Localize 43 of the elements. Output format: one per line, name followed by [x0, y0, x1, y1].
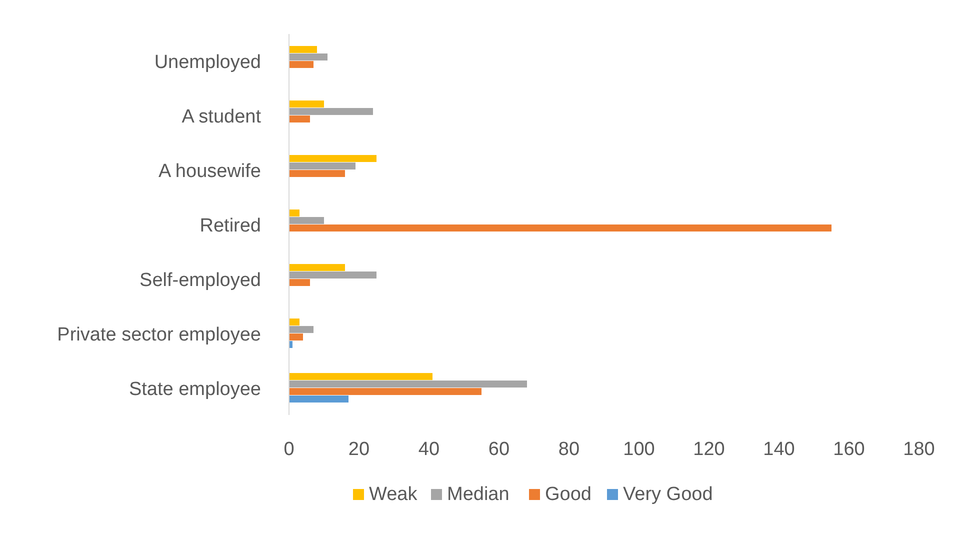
x-tick-label: 100 [623, 439, 655, 460]
bar [289, 279, 310, 286]
x-tick-label: 140 [763, 439, 795, 460]
bar [289, 100, 324, 108]
bar [289, 115, 310, 122]
bar [289, 272, 376, 279]
bar [289, 60, 314, 68]
bar [289, 53, 328, 60]
legend-label: Median [447, 484, 510, 505]
x-tick-label: 40 [418, 439, 440, 460]
y-tick-label: Retired [200, 216, 261, 236]
bar [289, 210, 300, 217]
legend-label: Very Good [623, 484, 713, 505]
y-tick-label: Private sector employee [57, 324, 261, 346]
y-tick-label: A housewife [158, 160, 261, 182]
x-tick-label: 0 [284, 439, 294, 460]
legend-label: Good [545, 484, 592, 505]
bar [289, 318, 300, 326]
bar [289, 224, 832, 232]
bar [289, 326, 314, 334]
x-tick-label: 60 [488, 439, 510, 460]
x-tick-label: 20 [348, 439, 370, 460]
bar [289, 155, 376, 162]
bar [289, 373, 432, 380]
bar [289, 46, 317, 53]
bar [289, 380, 527, 388]
bar [289, 108, 373, 115]
y-tick-label: A student [182, 106, 262, 128]
y-tick-label: Unemployed [154, 52, 261, 73]
x-tick-label: 80 [558, 439, 580, 460]
y-tick-label: State employee [128, 379, 261, 400]
bar [289, 396, 348, 403]
x-tick-label: 160 [833, 439, 865, 460]
bar [289, 170, 345, 177]
bar [289, 334, 303, 341]
bar [289, 217, 324, 224]
x-tick-label: 120 [693, 439, 725, 460]
bar [289, 388, 482, 396]
bar [289, 162, 356, 170]
legend-label: Weak [369, 484, 418, 505]
bar [289, 264, 345, 272]
y-tick-label: Self-employed [140, 270, 261, 292]
x-tick-label: 180 [903, 439, 935, 460]
